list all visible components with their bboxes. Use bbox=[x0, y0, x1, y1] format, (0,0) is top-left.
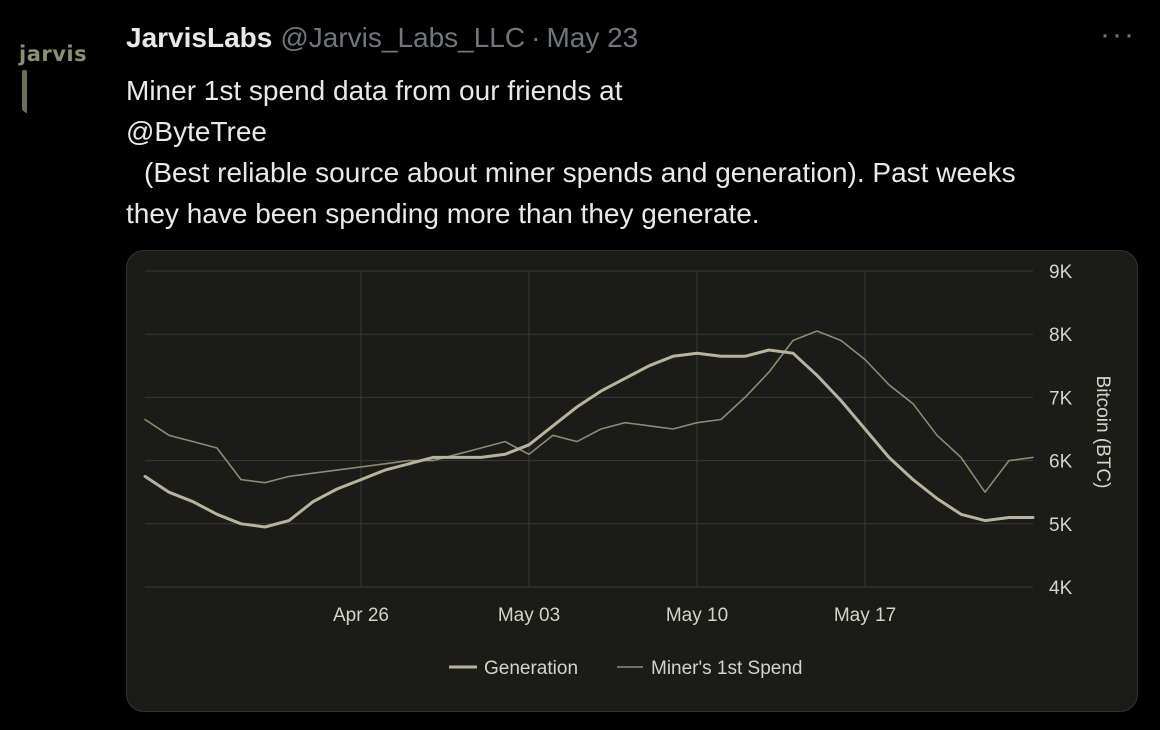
tweet-header: JarvisLabs @Jarvis_Labs_LLC · May 23 bbox=[126, 22, 638, 58]
avatar-logo-mark bbox=[22, 70, 27, 114]
y-tick-label: 6K bbox=[1049, 452, 1073, 473]
tweet-text-line-4: they have been spending more than they g… bbox=[126, 198, 760, 229]
y-tick-label: 8K bbox=[1049, 325, 1073, 346]
y-axis-label: Bitcoin (BTC) bbox=[1092, 376, 1113, 489]
x-tick-label: May 10 bbox=[666, 605, 728, 626]
tweet-text-line-3: (Best reliable source about miner spends… bbox=[144, 157, 1016, 188]
tweet-text-line-1: Miner 1st spend data from our friends at bbox=[126, 75, 623, 106]
user-handle[interactable]: @Jarvis_Labs_LLC bbox=[280, 22, 526, 53]
display-name[interactable]: JarvisLabs bbox=[126, 22, 273, 53]
x-tick-label: May 03 bbox=[498, 605, 560, 626]
more-options-icon[interactable]: ··· bbox=[1100, 18, 1136, 51]
series-line-miners-1st-spend bbox=[144, 330, 1034, 493]
tweet-date[interactable]: May 23 bbox=[546, 22, 639, 53]
chart-image-card[interactable]: 4K 5K 6K 7K 8K 9K Apr 26 May 03 May 10 May 17 Bitc… bbox=[126, 250, 1138, 712]
mention-link[interactable]: @ByteTree bbox=[126, 116, 267, 147]
avatar[interactable]: jarvis bbox=[6, 26, 102, 122]
series-line-generation bbox=[143, 348, 1035, 529]
y-tick-label: 9K bbox=[1049, 262, 1073, 283]
x-tick-label: May 17 bbox=[834, 605, 896, 626]
y-tick-label: 7K bbox=[1049, 388, 1073, 409]
y-tick-label: 5K bbox=[1049, 515, 1073, 536]
chart: 4K 5K 6K 7K 8K 9K Apr 26 May 03 May 10 May 17 Bitc… bbox=[143, 262, 1113, 679]
x-tick-label: Apr 26 bbox=[333, 605, 389, 626]
tweet-text: Miner 1st spend data from our friends at… bbox=[126, 70, 1126, 234]
legend-label-generation: Generation bbox=[484, 658, 578, 679]
avatar-logo-text: jarvis bbox=[19, 42, 88, 66]
legend-label-miners-1st-spend: Miner's 1st Spend bbox=[651, 658, 802, 679]
y-tick-label: 4K bbox=[1049, 578, 1073, 599]
header-separator: · bbox=[531, 22, 541, 53]
